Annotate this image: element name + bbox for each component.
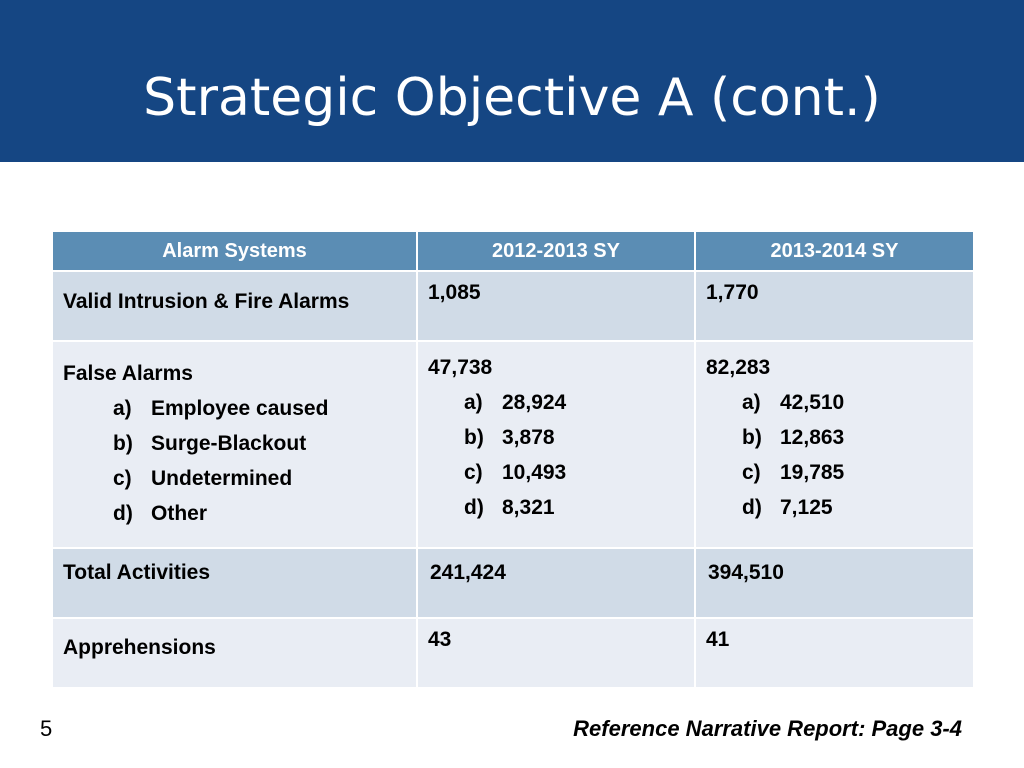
list-item: b) 3,878 bbox=[464, 426, 555, 449]
false-alarms-2012-cell: 47,738 a) 28,924 b) 3,878 c) 10,493 d) 8,321 bbox=[416, 340, 696, 549]
valid-alarms-2013: 1,770 bbox=[694, 270, 975, 342]
alarm-systems-table: Alarm Systems 2012-2013 SY 2013-2014 SY … bbox=[51, 230, 975, 689]
header-alarm-systems: Alarm Systems bbox=[51, 230, 418, 272]
false-alarms-label: False Alarms bbox=[63, 362, 193, 385]
slide-title: Strategic Objective A (cont.) bbox=[143, 68, 881, 128]
list-item: d) 8,321 bbox=[464, 496, 555, 519]
total-activities-label: Total Activities bbox=[51, 547, 418, 619]
list-item: c) 10,493 bbox=[464, 461, 567, 484]
total-activities-2012: 241,424 bbox=[416, 547, 696, 619]
list-item: b) Surge-Blackout bbox=[113, 432, 307, 455]
false-alarms-2012-total: 47,738 bbox=[428, 356, 493, 379]
list-item: a) 42,510 bbox=[742, 391, 845, 414]
list-item: c) 19,785 bbox=[742, 461, 845, 484]
false-alarms-label-cell: False Alarms a) Employee caused b) Surge-B… bbox=[51, 340, 418, 549]
false-alarms-2013-total: 82,283 bbox=[706, 356, 771, 379]
total-activities-2013: 394,510 bbox=[694, 547, 975, 619]
reference-note: Reference Narrative Report: Page 3-4 bbox=[573, 716, 962, 741]
list-item: b) 12,863 bbox=[742, 426, 845, 449]
list-item: a) Employee caused bbox=[113, 397, 329, 420]
table-row-valid-alarms: Valid Intrusion & Fire Alarms 1,085 1,77… bbox=[51, 270, 975, 342]
table-header-row: Alarm Systems 2012-2013 SY 2013-2014 SY bbox=[51, 230, 975, 272]
table-row-apprehensions: Apprehensions 43 41 bbox=[51, 617, 975, 689]
table-row-false-alarms: False Alarms a) Employee caused b) Surge-B… bbox=[51, 340, 975, 549]
apprehensions-2012: 43 bbox=[416, 617, 696, 689]
page-number: 5 bbox=[40, 716, 53, 741]
header-2012-2013: 2012-2013 SY bbox=[416, 230, 696, 272]
apprehensions-label: Apprehensions bbox=[51, 617, 418, 689]
list-item: a) 28,924 bbox=[464, 391, 567, 414]
table-row-total-activities: Total Activities 241,424 394,510 bbox=[51, 547, 975, 619]
title-banner: Strategic Objective A (cont.) bbox=[0, 0, 1024, 162]
apprehensions-2013: 41 bbox=[694, 617, 975, 689]
valid-alarms-label: Valid Intrusion & Fire Alarms bbox=[51, 270, 418, 342]
header-2013-2014: 2013-2014 SY bbox=[694, 230, 975, 272]
false-alarms-2013-cell: 82,283 a) 42,510 b) 12,863 c) 19,785 d) 7,12… bbox=[694, 340, 975, 549]
list-item: d) Other bbox=[113, 502, 208, 525]
list-item: d) 7,125 bbox=[742, 496, 833, 519]
valid-alarms-2012: 1,085 bbox=[416, 270, 696, 342]
list-item: c) Undetermined bbox=[113, 467, 293, 490]
